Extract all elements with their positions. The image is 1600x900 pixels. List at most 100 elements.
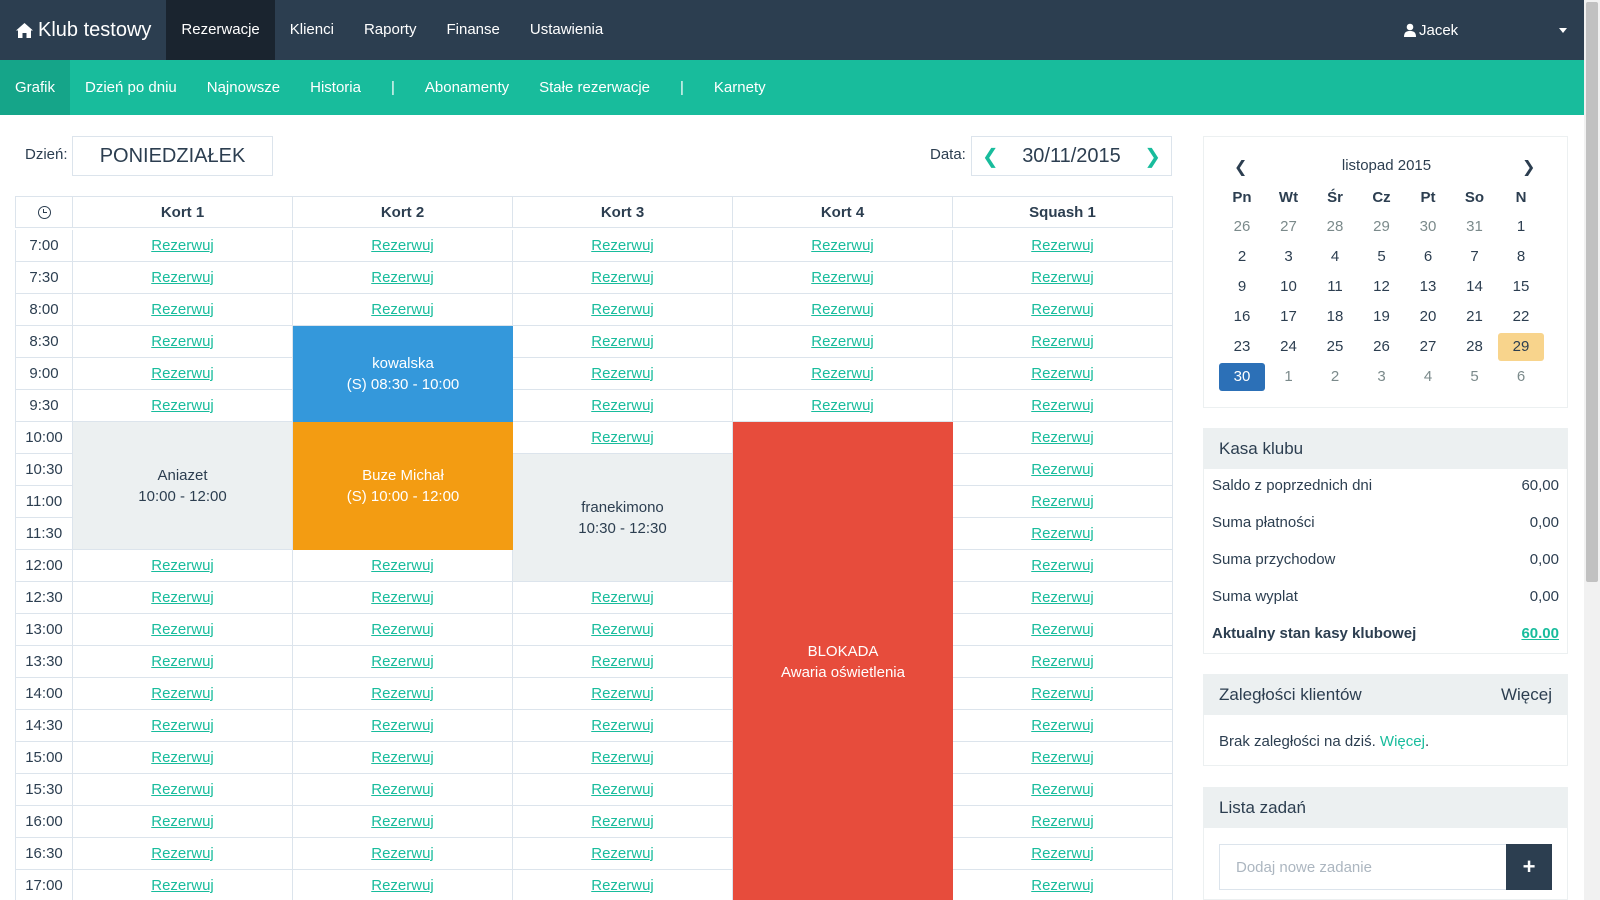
calendar-day[interactable]: 22 bbox=[1512, 308, 1530, 325]
reserve-link[interactable]: Rezerwuj bbox=[591, 333, 654, 350]
reserve-link[interactable]: Rezerwuj bbox=[371, 717, 434, 734]
subnav-item[interactable]: Najnowsze bbox=[206, 79, 281, 96]
booking-block[interactable]: Buze Michał (S) 10:00 - 12:00 bbox=[293, 422, 513, 550]
reserve-link[interactable]: Rezerwuj bbox=[151, 685, 214, 702]
court-block[interactable]: BLOKADA Awaria oświetlenia bbox=[733, 422, 953, 900]
reserve-link[interactable]: Rezerwuj bbox=[1031, 333, 1094, 350]
calendar-day[interactable]: 9 bbox=[1237, 278, 1247, 295]
calendar-day[interactable]: 1 bbox=[1516, 218, 1526, 235]
reserve-link[interactable]: Rezerwuj bbox=[591, 685, 654, 702]
calendar-day[interactable]: 31 bbox=[1466, 218, 1483, 235]
calendar-day[interactable]: 30 bbox=[1219, 363, 1265, 391]
calendar-day[interactable]: 15 bbox=[1512, 278, 1530, 295]
calendar-day[interactable]: 30 bbox=[1419, 218, 1437, 235]
subnav-item[interactable]: Stałe rezerwacje bbox=[539, 79, 651, 96]
reserve-link[interactable]: Rezerwuj bbox=[1031, 461, 1094, 478]
calendar-day[interactable]: 12 bbox=[1373, 278, 1390, 295]
calendar-day[interactable]: 17 bbox=[1280, 308, 1297, 325]
subnav-item[interactable]: Abonamenty bbox=[424, 79, 510, 96]
subnav-item[interactable]: Karnety bbox=[713, 79, 766, 96]
topnav-item[interactable]: Finanse bbox=[446, 21, 500, 38]
subnav-item[interactable]: Grafik bbox=[0, 60, 71, 115]
reserve-link[interactable]: Rezerwuj bbox=[811, 333, 874, 350]
calendar-day[interactable]: 6 bbox=[1516, 368, 1526, 385]
reserve-link[interactable]: Rezerwuj bbox=[591, 397, 654, 414]
calendar-day[interactable]: 8 bbox=[1516, 248, 1526, 265]
reserve-link[interactable]: Rezerwuj bbox=[151, 589, 214, 606]
booking-block[interactable]: franekimono 10:30 - 12:30 bbox=[513, 454, 733, 582]
calendar-day[interactable]: 27 bbox=[1419, 338, 1437, 355]
add-task-button[interactable]: + bbox=[1506, 844, 1552, 890]
reserve-link[interactable]: Rezerwuj bbox=[151, 333, 214, 350]
arrears-inline-more-link[interactable]: Więcej bbox=[1379, 733, 1425, 750]
reserve-link[interactable]: Rezerwuj bbox=[591, 749, 654, 766]
reserve-link[interactable]: Rezerwuj bbox=[591, 813, 654, 830]
calendar-day[interactable]: 7 bbox=[1470, 248, 1479, 265]
reserve-link[interactable]: Rezerwuj bbox=[371, 877, 434, 894]
reserve-link[interactable]: Rezerwuj bbox=[591, 653, 654, 670]
reserve-link[interactable]: Rezerwuj bbox=[371, 685, 434, 702]
calendar-day[interactable]: 18 bbox=[1326, 308, 1344, 325]
reserve-link[interactable]: Rezerwuj bbox=[811, 397, 874, 414]
reserve-link[interactable]: Rezerwuj bbox=[371, 653, 434, 670]
calendar-day[interactable]: 19 bbox=[1373, 308, 1390, 325]
calendar-day[interactable]: 4 bbox=[1423, 368, 1433, 385]
reserve-link[interactable]: Rezerwuj bbox=[151, 237, 214, 254]
reserve-link[interactable]: Rezerwuj bbox=[1031, 685, 1094, 702]
calendar-day[interactable]: 27 bbox=[1280, 218, 1297, 235]
reserve-link[interactable]: Rezerwuj bbox=[591, 845, 654, 862]
reserve-link[interactable]: Rezerwuj bbox=[591, 269, 654, 286]
calendar-day[interactable]: 28 bbox=[1326, 218, 1344, 235]
calendar-day[interactable]: 23 bbox=[1233, 338, 1251, 355]
calendar-day[interactable]: 20 bbox=[1419, 308, 1437, 325]
new-task-input[interactable] bbox=[1219, 844, 1506, 890]
reserve-link[interactable]: Rezerwuj bbox=[591, 621, 654, 638]
subnav-item[interactable]: Dzień po dniu bbox=[85, 79, 177, 96]
reserve-link[interactable]: Rezerwuj bbox=[1031, 749, 1094, 766]
subnav-item[interactable]: Historia bbox=[310, 79, 361, 96]
reserve-link[interactable]: Rezerwuj bbox=[1031, 845, 1094, 862]
reserve-link[interactable]: Rezerwuj bbox=[1031, 621, 1094, 638]
topnav-item[interactable]: Rezerwacje bbox=[166, 0, 275, 60]
calendar-day[interactable]: 26 bbox=[1233, 218, 1251, 235]
reserve-link[interactable]: Rezerwuj bbox=[811, 237, 874, 254]
calendar-prev-month-icon[interactable]: ❮ bbox=[1234, 159, 1248, 176]
calendar-day[interactable]: 5 bbox=[1377, 248, 1386, 265]
reserve-link[interactable]: Rezerwuj bbox=[151, 621, 214, 638]
reserve-link[interactable]: Rezerwuj bbox=[371, 589, 434, 606]
reserve-link[interactable]: Rezerwuj bbox=[591, 589, 654, 606]
reserve-link[interactable]: Rezerwuj bbox=[151, 877, 214, 894]
calendar-next-month-icon[interactable]: ❯ bbox=[1522, 159, 1536, 176]
calendar-day[interactable]: 3 bbox=[1377, 368, 1386, 385]
reserve-link[interactable]: Rezerwuj bbox=[591, 301, 654, 318]
user-menu[interactable]: Jacek bbox=[1404, 0, 1458, 60]
reserve-link[interactable]: Rezerwuj bbox=[1031, 813, 1094, 830]
reserve-link[interactable]: Rezerwuj bbox=[371, 621, 434, 638]
prev-day-chevron-icon[interactable]: ❮ bbox=[982, 145, 999, 168]
cash-total-value-link[interactable]: 60.00 bbox=[1521, 625, 1559, 642]
scrollbar[interactable] bbox=[1584, 0, 1600, 900]
reserve-link[interactable]: Rezerwuj bbox=[1031, 717, 1094, 734]
reserve-link[interactable]: Rezerwuj bbox=[371, 749, 434, 766]
reserve-link[interactable]: Rezerwuj bbox=[151, 269, 214, 286]
reserve-link[interactable]: Rezerwuj bbox=[591, 781, 654, 798]
calendar-day[interactable]: 11 bbox=[1327, 278, 1343, 295]
reserve-link[interactable]: Rezerwuj bbox=[811, 269, 874, 286]
reserve-link[interactable]: Rezerwuj bbox=[1031, 493, 1094, 510]
calendar-day[interactable]: 29 bbox=[1373, 218, 1390, 235]
reserve-link[interactable]: Rezerwuj bbox=[1031, 589, 1094, 606]
booking-block[interactable]: kowalska (S) 08:30 - 10:00 bbox=[293, 326, 513, 422]
calendar-day[interactable]: 10 bbox=[1280, 278, 1297, 295]
calendar-day[interactable]: 2 bbox=[1330, 368, 1340, 385]
calendar-day[interactable]: 29 bbox=[1498, 333, 1544, 361]
user-dropdown-caret-icon[interactable] bbox=[1559, 28, 1567, 33]
reserve-link[interactable]: Rezerwuj bbox=[591, 237, 654, 254]
reserve-link[interactable]: Rezerwuj bbox=[371, 813, 434, 830]
calendar-day[interactable]: 24 bbox=[1280, 338, 1297, 355]
reserve-link[interactable]: Rezerwuj bbox=[151, 653, 214, 670]
topnav-item[interactable]: Raporty bbox=[363, 21, 417, 38]
reserve-link[interactable]: Rezerwuj bbox=[811, 301, 874, 318]
reserve-link[interactable]: Rezerwuj bbox=[151, 845, 214, 862]
reserve-link[interactable]: Rezerwuj bbox=[1031, 397, 1094, 414]
reserve-link[interactable]: Rezerwuj bbox=[1031, 525, 1094, 542]
